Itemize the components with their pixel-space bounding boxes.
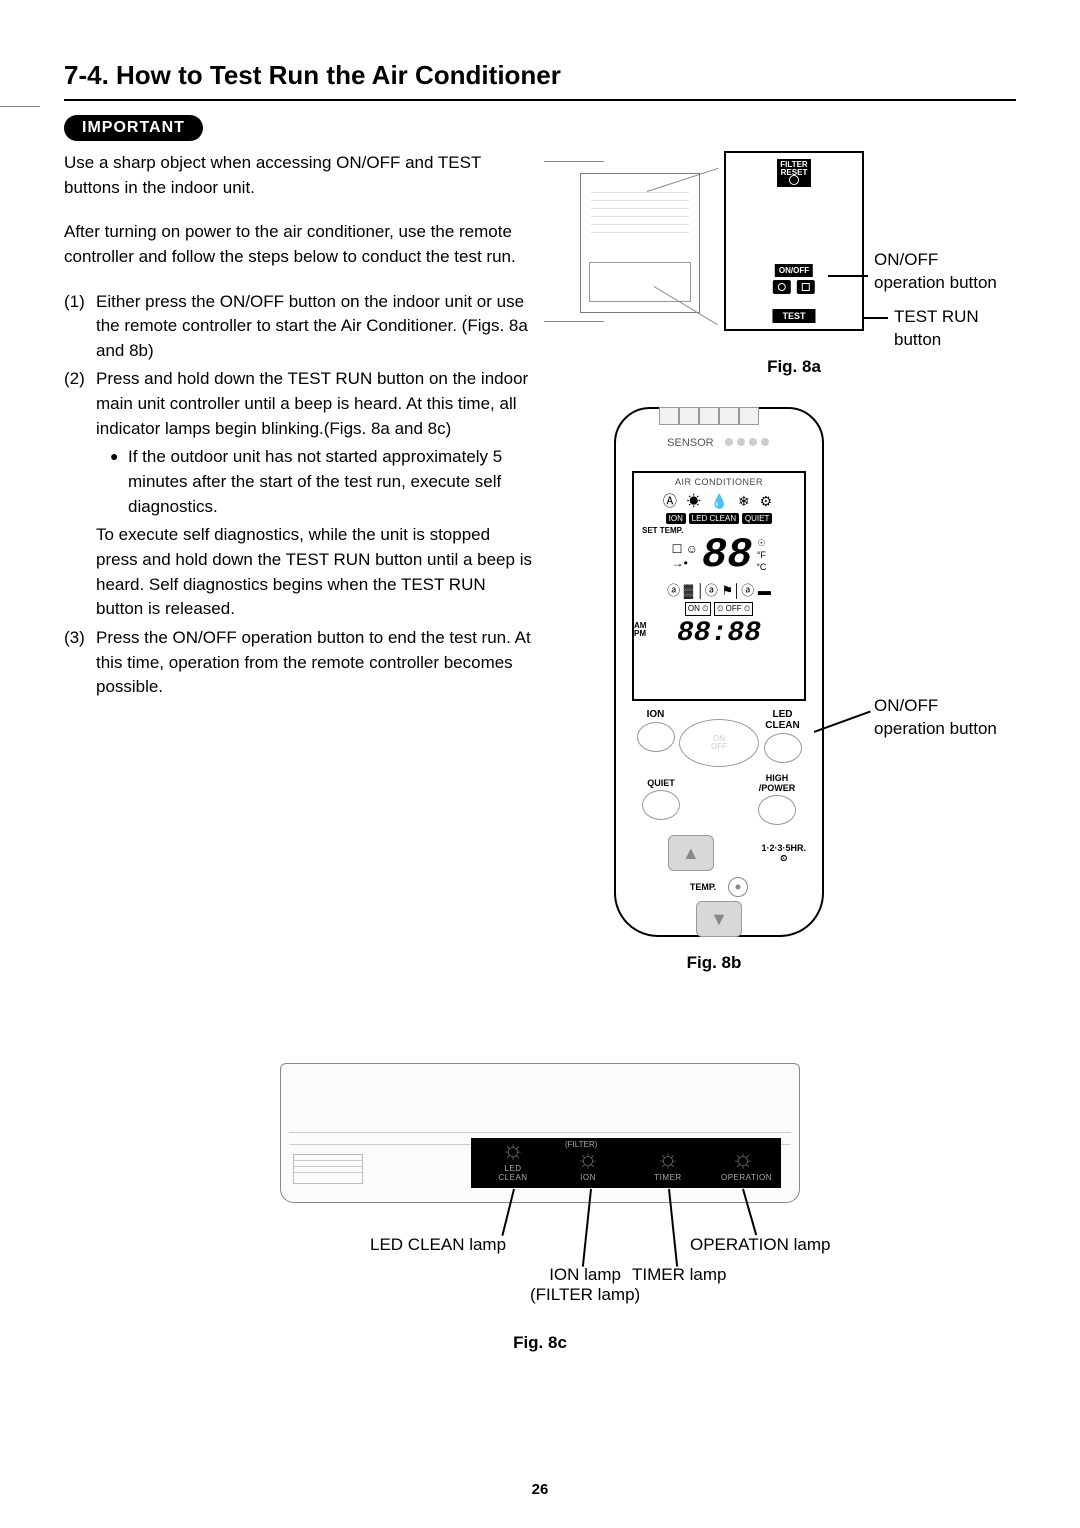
lamp-panel: (FILTER) ☼LED CLEAN ☼ION ☼TIMER ☼OPERATI… <box>471 1138 781 1188</box>
onoff-block: ON/OFF <box>772 260 816 299</box>
reset-text: RESET <box>780 169 808 177</box>
intro-para-2: After turning on power to the air condit… <box>64 220 534 269</box>
clock-display: 88:88 <box>638 620 800 648</box>
mode-icons: Ⓐ ☀ 💧 ❄ ⚙ <box>638 491 800 511</box>
figure-8c-caption: Fig. 8c <box>280 1333 800 1353</box>
sensor-label: SENSOR <box>667 437 713 449</box>
step-body: Either press the ON/OFF button on the in… <box>96 290 534 364</box>
intro-para-1: Use a sharp object when accessing ON/OFF… <box>64 151 534 200</box>
temp-up-button: ▲ <box>668 835 714 871</box>
on-indicator: ON ⏲ <box>685 602 711 616</box>
callout-timer-lamp: TIMER lamp <box>632 1265 726 1285</box>
deg-f: °F <box>757 550 766 560</box>
indoor-unit-front: (FILTER) ☼LED CLEAN ☼ION ☼TIMER ☼OPERATI… <box>280 1063 800 1203</box>
step-number: (3) <box>64 626 96 700</box>
callout-operation-lamp: OPERATION lamp <box>690 1235 830 1255</box>
test-label: TEST <box>772 309 815 323</box>
misc-icons: ⓐ ▓ │ⓐ ⚑│ⓐ ▬ <box>638 580 800 599</box>
control-panel-illustration: FILTER RESET ON/OFF TEST <box>724 151 864 331</box>
callout-ion-lamp: ION lamp (FILTER lamp) <box>530 1265 640 1305</box>
figure-8c: (FILTER) ☼LED CLEAN ☼ION ☼TIMER ☼OPERATI… <box>280 1063 800 1353</box>
onoff-button: ONOFF <box>679 719 759 767</box>
ion-button <box>637 722 675 752</box>
ir-emitter <box>659 407 779 431</box>
section-title: 7-4. How to Test Run the Air Conditioner <box>64 60 1016 101</box>
remote-screen: AIR CONDITIONER Ⓐ ☀ 💧 ❄ ⚙ ION LED CLEAN … <box>632 471 806 701</box>
pill-ledclean: LED CLEAN <box>689 513 739 524</box>
figure-column: FILTER RESET ON/OFF TEST ON/OFF operatio… <box>564 151 1024 973</box>
sub-text: To execute self diagnostics, while the u… <box>96 523 534 622</box>
temp-btn-label: TEMP. <box>690 882 716 892</box>
deg-c: °C <box>756 562 766 572</box>
lamp-operation: OPERATION <box>721 1173 765 1182</box>
lamp-ion: ION <box>566 1173 610 1182</box>
pill-quiet: QUIET <box>742 513 772 524</box>
onoff-button-graphic <box>773 280 791 294</box>
pill-ion: ION <box>666 513 686 524</box>
aux-button-graphic <box>797 280 815 294</box>
figure-8a: FILTER RESET ON/OFF TEST ON/OFF operatio… <box>574 151 1014 341</box>
screen-title: AIR CONDITIONER <box>638 477 800 487</box>
off-indicator: ⏲ OFF ⏲ <box>714 602 753 616</box>
ledclean-button <box>764 733 802 763</box>
filter-reset-label: FILTER RESET <box>777 159 811 187</box>
callout-onoff: ON/OFF operation button <box>874 249 997 295</box>
callout-onoff-remote: ON/OFF operation button <box>874 695 997 741</box>
step-number: (2) <box>64 367 96 621</box>
temp-display: 88 <box>702 537 752 575</box>
quiet-button <box>642 790 680 820</box>
lamp-ledclean: LED CLEAN <box>491 1164 535 1182</box>
quiet-btn-label: QUIET <box>632 778 690 788</box>
bullet-icon: ● <box>110 445 128 519</box>
onoff-label: ON/OFF <box>775 264 813 277</box>
lamp-timer: TIMER <box>646 1173 690 1182</box>
step-number: (1) <box>64 290 96 364</box>
step-text: Press and hold down the TEST RUN button … <box>96 369 528 437</box>
highpower-btn-label: HIGH /POWER <box>748 773 806 793</box>
text-column: Use a sharp object when accessing ON/OFF… <box>64 151 534 973</box>
step-body: Press and hold down the TEST RUN button … <box>96 367 534 621</box>
figure-8b-caption: Fig. 8b <box>404 953 1024 973</box>
timer-button <box>728 877 748 897</box>
timer-btn-label: 1·2·3·5HR. ⏲ <box>761 843 806 864</box>
callout-ledclean-lamp: LED CLEAN lamp <box>370 1235 506 1255</box>
page-number: 26 <box>0 1481 1080 1498</box>
ledclean-btn-label: LED CLEAN <box>759 709 806 731</box>
step-body: Press the ON/OFF operation button to end… <box>96 626 534 700</box>
bullet-text: If the outdoor unit has not started appr… <box>128 445 534 519</box>
important-badge: IMPORTANT <box>64 115 203 141</box>
steps-list: (1) Either press the ON/OFF button on th… <box>64 290 534 700</box>
callout-test-run: TEST RUN button <box>894 306 1014 352</box>
figure-8b: SENSOR AIR CONDITIONER Ⓐ ☀ 💧 ❄ ⚙ ION LED… <box>564 407 1024 937</box>
ion-btn-label: ION <box>632 709 679 720</box>
remote-controller-illustration: SENSOR AIR CONDITIONER Ⓐ ☀ 💧 ❄ ⚙ ION LED… <box>614 407 824 937</box>
figure-8a-caption: Fig. 8a <box>564 357 1024 377</box>
indoor-unit-illustration <box>580 173 700 313</box>
temp-down-button: ▼ <box>696 901 742 937</box>
highpower-button <box>758 795 796 825</box>
